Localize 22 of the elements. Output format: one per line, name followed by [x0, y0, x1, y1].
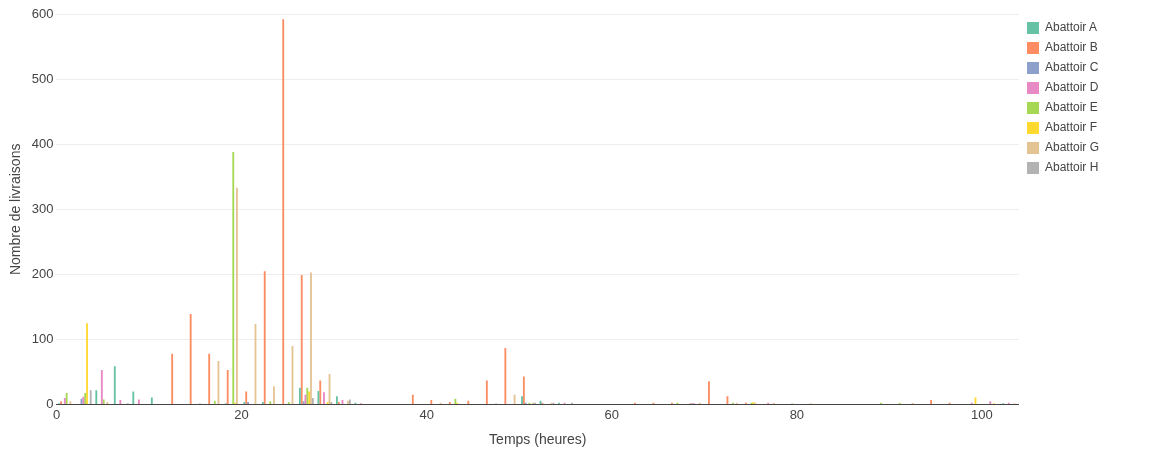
y-tick-label: 100: [31, 331, 54, 347]
x-tick-label: 100: [971, 406, 993, 422]
y-axis-title: Nombre de livraisons: [7, 143, 24, 276]
y-tick-label: 500: [31, 70, 54, 86]
legend-label: Abattoir G: [1044, 140, 1100, 155]
legend-label: Abattoir D: [1044, 80, 1099, 95]
x-tick-label: 20: [234, 406, 249, 422]
legend-label: Abattoir F: [1044, 120, 1098, 135]
x-tick-label: 40: [419, 406, 434, 422]
y-tick-label: 300: [31, 200, 54, 216]
legend-label: Abattoir H: [1044, 160, 1099, 175]
y-tick-label: 0: [46, 396, 54, 412]
y-tick-label: 200: [31, 265, 54, 281]
legend-label: Abattoir E: [1044, 100, 1098, 115]
legend-label: Abattoir C: [1044, 60, 1099, 75]
y-tick-label: 400: [31, 135, 54, 151]
x-tick-label: 80: [789, 406, 805, 422]
legend-label: Abattoir B: [1044, 40, 1098, 55]
x-axis-title: Temps (heures): [489, 431, 587, 448]
x-tick-label: 60: [604, 406, 620, 422]
legend-label: Abattoir A: [1044, 20, 1098, 35]
y-tick-label: 600: [31, 5, 54, 21]
